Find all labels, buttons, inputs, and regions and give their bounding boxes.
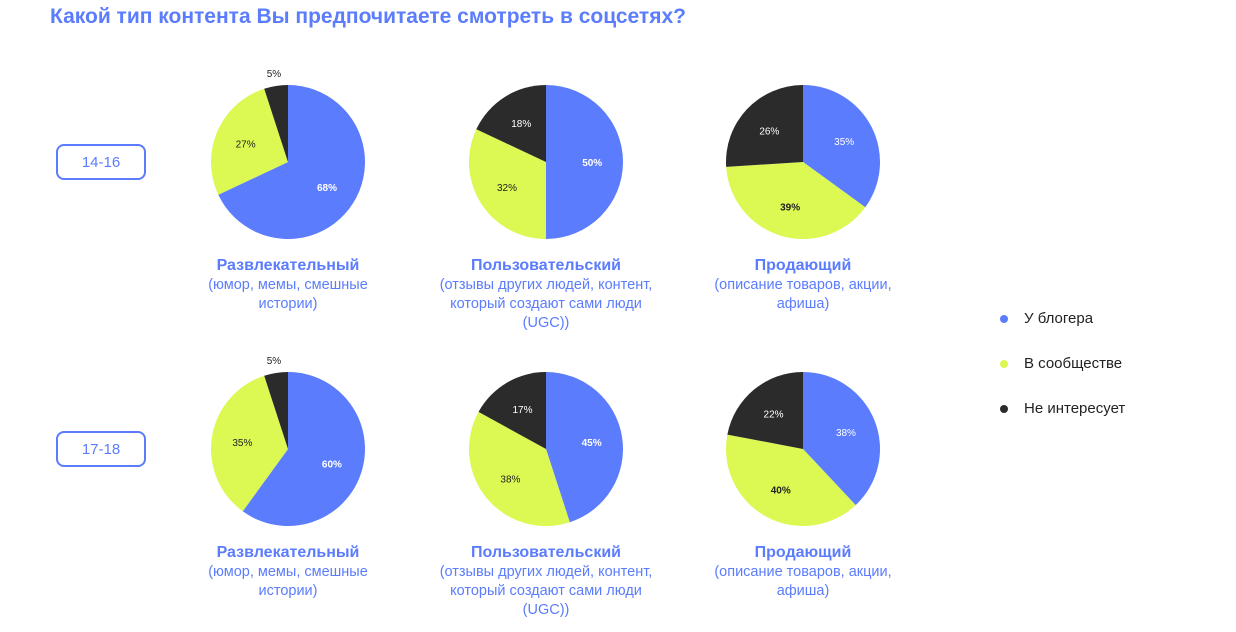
data-label: 27% xyxy=(236,140,256,151)
legend: У блогера В сообществе Не интересует xyxy=(1000,296,1125,431)
caption-title: Продающий xyxy=(754,544,852,561)
age-group-badge: 14-16 xyxy=(56,144,146,180)
legend-label: В сообществе xyxy=(1024,355,1123,372)
caption: Пользовательский (отзывы других людей, ко… xyxy=(436,256,656,333)
caption-sub: (отзывы других людей, контент, который с… xyxy=(439,277,653,331)
caption: Продающий (описание товаров, акции, афиша… xyxy=(693,256,913,314)
pie-slice xyxy=(726,162,866,240)
legend-dot-icon xyxy=(1000,404,1008,413)
data-label: 60% xyxy=(322,459,342,470)
pie-slice xyxy=(478,372,546,449)
pie-slice xyxy=(725,85,803,167)
pie-slice xyxy=(218,85,365,240)
caption: Развлекательный (юмор, мемы, смешные исто… xyxy=(178,256,398,314)
data-label: 17% xyxy=(512,405,532,416)
data-label: 68% xyxy=(317,183,337,194)
caption: Развлекательный (юмор, мемы, смешные исто… xyxy=(178,543,398,601)
pie-slice xyxy=(242,372,365,526)
caption: Продающий (описание товаров, акции, афиша… xyxy=(693,543,913,601)
data-label: 38% xyxy=(500,474,520,485)
pie-slice xyxy=(210,88,288,195)
pie-slice xyxy=(546,372,623,523)
pie-slice xyxy=(211,375,288,512)
pie-slice xyxy=(803,85,880,208)
age-group-badge: 17-18 xyxy=(56,431,146,467)
pie-slice xyxy=(726,434,856,527)
data-label: 22% xyxy=(764,409,784,420)
data-label: 35% xyxy=(232,438,252,449)
caption-title: Пользовательский xyxy=(470,544,622,561)
caption-title: Развлекательный xyxy=(216,544,360,561)
pie-slice xyxy=(546,85,623,239)
pie-slice xyxy=(727,372,803,449)
legend-dot-icon xyxy=(1000,359,1008,368)
pie-slice xyxy=(468,129,546,239)
data-label: 26% xyxy=(759,126,779,137)
caption-sub: (отзывы других людей, контент, который с… xyxy=(439,564,653,618)
caption-title: Продающий xyxy=(754,257,852,274)
data-label: 32% xyxy=(497,183,517,194)
pie-slice xyxy=(476,85,546,162)
legend-label: У блогера xyxy=(1024,310,1094,327)
caption-sub: (описание товаров, акции, афиша) xyxy=(714,564,892,599)
legend-item: Не интересует xyxy=(1000,386,1125,431)
page-title: Какой тип контента Вы предпочитаете смот… xyxy=(50,5,686,28)
data-label: 38% xyxy=(836,428,856,439)
data-label: 39% xyxy=(780,202,800,213)
legend-label: Не интересует xyxy=(1024,400,1126,417)
caption-title: Пользовательский xyxy=(470,257,622,274)
data-label: 5% xyxy=(267,356,282,367)
legend-item: У блогера xyxy=(1000,296,1125,341)
data-label: 5% xyxy=(267,69,282,80)
pie-slice xyxy=(803,372,880,506)
pie-slice xyxy=(469,411,570,526)
data-label: 35% xyxy=(834,137,854,148)
caption-sub: (юмор, мемы, смешные истории) xyxy=(208,564,368,599)
data-label: 18% xyxy=(511,119,531,130)
legend-item: В сообществе xyxy=(1000,341,1125,386)
caption-title: Развлекательный xyxy=(216,257,360,274)
data-label: 45% xyxy=(582,438,602,449)
caption-sub: (описание товаров, акции, афиша) xyxy=(714,277,892,312)
pie-slice xyxy=(264,85,288,162)
caption-sub: (юмор, мемы, смешные истории) xyxy=(208,277,368,312)
caption: Пользовательский (отзывы других людей, ко… xyxy=(436,543,656,620)
data-label: 50% xyxy=(582,158,602,169)
data-label: 40% xyxy=(771,485,791,496)
pie-slice xyxy=(264,372,288,449)
legend-dot-icon xyxy=(1000,314,1008,323)
